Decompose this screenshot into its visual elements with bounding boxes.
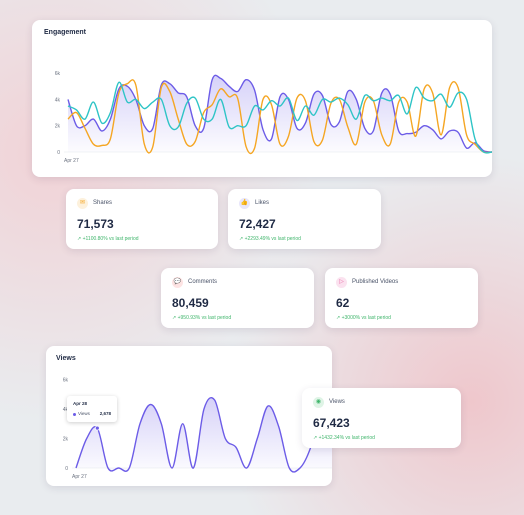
likes-label: Likes	[255, 200, 270, 206]
trend-up-icon: ↗	[239, 236, 244, 242]
views-stat-card: ◉ Views 67,423 ↗ +1432.34% vs last perio…	[302, 388, 461, 448]
shares-value: 71,573	[77, 217, 114, 231]
likes-value: 72,427	[239, 217, 276, 231]
series-line-1	[67, 79, 492, 155]
published-videos-label: Published Videos	[352, 279, 399, 285]
trend-up-icon: ↗	[77, 236, 82, 242]
shares-label: Shares	[93, 200, 113, 206]
x-tick-label: Apr 27	[72, 474, 87, 480]
views-change: ↗ +1432.34% vs last period	[313, 435, 375, 441]
views-value: 67,423	[313, 416, 350, 430]
video-icon: ▷	[336, 277, 347, 288]
like-icon: 👍	[239, 198, 250, 209]
y-tick-label: 6k	[63, 377, 69, 383]
published-videos-stat-card: ▷ Published Videos 62 ↗ +3000% vs last p…	[325, 268, 478, 328]
eye-icon: ◉	[313, 397, 324, 408]
y-tick-label: 0	[65, 466, 68, 472]
comments-change-text: +950.93% vs last period	[177, 315, 232, 321]
shares-change-text: +1100.80% vs last period	[82, 236, 139, 242]
x-tick-label: Apr 27	[64, 158, 79, 164]
comments-label: Comments	[188, 279, 218, 285]
trend-up-icon: ↗	[336, 315, 341, 321]
shares-change: ↗ +1100.80% vs last period	[77, 236, 139, 242]
y-tick-label: 6k	[55, 71, 61, 77]
published-videos-change: ↗ +3000% vs last period	[336, 315, 391, 321]
y-tick-label: 0	[57, 150, 60, 156]
views-chart-card: Views 0 2k 4k 6k Apr 27 Apr 28 Views 2,678	[46, 346, 332, 486]
share-icon: ✉	[77, 198, 88, 209]
series-line-0	[67, 74, 492, 153]
y-tick-label: 4k	[55, 97, 61, 103]
likes-change-text: +2293.49% vs last period	[244, 236, 301, 242]
tooltip-date: Apr 28	[73, 401, 88, 406]
engagement-chart: 0 2k 4k 6k Apr 27	[55, 71, 492, 164]
tooltip-series-label: Views	[78, 411, 90, 416]
views-chart-title: Views	[56, 355, 76, 362]
comment-icon: 💬	[172, 277, 183, 288]
views-chart: 0 2k 4k 6k Apr 27	[63, 377, 332, 480]
tooltip-value: 2,678	[99, 411, 111, 416]
views-tooltip: Apr 28 Views 2,678	[67, 396, 117, 422]
series-area-fill	[76, 397, 332, 472]
y-tick-label: 4k	[63, 407, 69, 413]
published-videos-value: 62	[336, 296, 350, 310]
trend-up-icon: ↗	[313, 435, 318, 441]
likes-stat-card: 👍 Likes 72,427 ↗ +2293.49% vs last perio…	[228, 189, 381, 249]
y-tick-label: 2k	[55, 124, 61, 130]
views-change-text: +1432.34% vs last period	[318, 435, 375, 441]
series-area-fill	[68, 75, 492, 152]
series-line-0	[75, 397, 332, 473]
likes-change: ↗ +2293.49% vs last period	[239, 236, 301, 242]
engagement-chart-card: Engagement 0 2k 4k 6k Apr 27	[32, 20, 492, 177]
published-videos-change-text: +3000% vs last period	[341, 315, 391, 321]
y-tick-label: 2k	[63, 436, 69, 442]
trend-up-icon: ↗	[172, 315, 177, 321]
comments-change: ↗ +950.93% vs last period	[172, 315, 231, 321]
engagement-chart-title: Engagement	[44, 29, 87, 36]
tooltip-marker	[94, 425, 100, 431]
shares-stat-card: ✉ Shares 71,573 ↗ +1100.80% vs last peri…	[66, 189, 218, 249]
views-label: Views	[329, 399, 345, 405]
series-line-2	[67, 81, 492, 154]
tooltip-series-dot	[73, 413, 76, 416]
comments-stat-card: 💬 Comments 80,459 ↗ +950.93% vs last per…	[161, 268, 314, 328]
comments-value: 80,459	[172, 296, 209, 310]
